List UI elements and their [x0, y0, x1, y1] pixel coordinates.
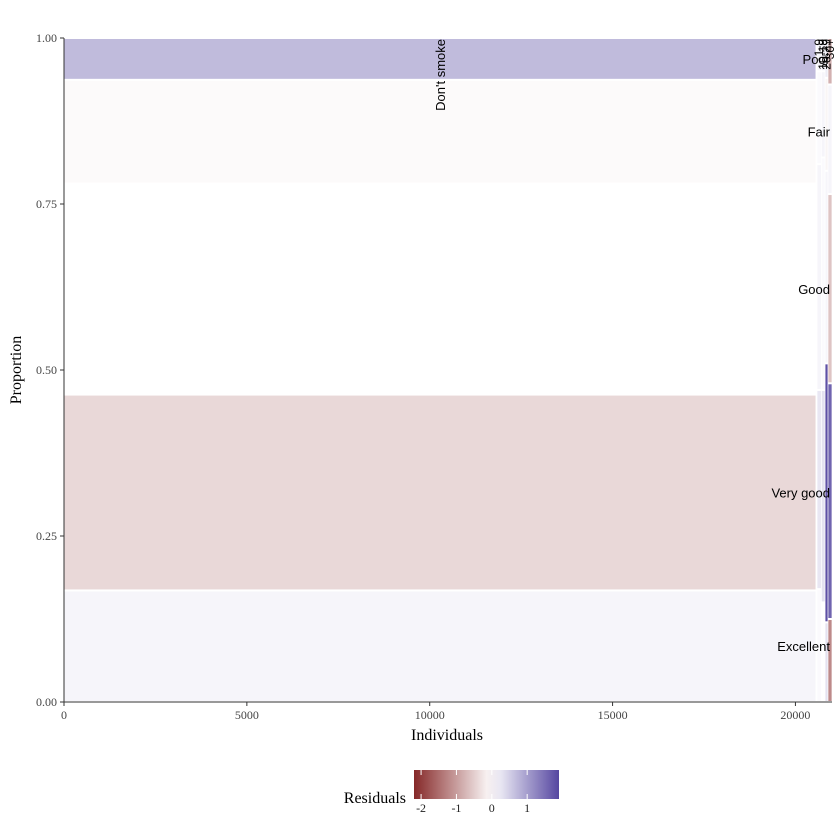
column-label: 1-9 [812, 39, 826, 57]
x-tick-label: 15000 [598, 708, 628, 722]
mosaic-cell-very-good [64, 395, 816, 590]
mosaic-cell-good [817, 165, 822, 389]
column-label: 30+ [823, 39, 837, 59]
legend-colorbar [414, 770, 559, 799]
x-tick-label: 0 [61, 708, 67, 722]
mosaic-cell-fair [828, 85, 832, 194]
column-label: 20-29 [820, 39, 834, 70]
legend-title: Residuals [344, 790, 406, 807]
legend-tick-label: 1 [524, 801, 530, 815]
mosaic-cell-poor [828, 39, 832, 84]
mosaic-cell-good [64, 184, 816, 394]
mosaic-cell-excellent [825, 623, 828, 701]
mosaic-cell-good [821, 158, 825, 389]
legend-tick-label: -1 [451, 801, 461, 815]
legend-tick-label: 0 [489, 801, 495, 815]
mosaic-cell-excellent [64, 591, 816, 701]
mosaic-cell-fair [64, 80, 816, 183]
mosaic-cell-poor [64, 39, 816, 79]
x-ticks: 0 5000 10000 15000 20000 [61, 702, 810, 722]
mosaic-cell-very-good [817, 390, 822, 589]
mosaic-cell-poor [821, 39, 825, 71]
legend-ticks: -2 -1 0 1 [416, 770, 530, 815]
mosaic-cell-excellent [817, 590, 822, 701]
row-label: Excellent [777, 639, 830, 654]
mosaic-cell-poor [825, 39, 828, 77]
row-label: Poor [803, 52, 831, 67]
row-label: Very good [771, 486, 830, 501]
mosaic-cell-excellent [821, 603, 825, 701]
y-tick-label: 0.25 [36, 529, 57, 543]
x-tick-label: 10000 [415, 708, 445, 722]
y-tick-label: 0.50 [36, 363, 57, 377]
mosaic-cell-fair [825, 78, 828, 170]
x-tick-label: 20000 [780, 708, 810, 722]
legend-tick-label: -2 [416, 801, 426, 815]
y-ticks: 0.00 0.25 0.50 0.75 1.00 [36, 31, 64, 709]
mosaic-cell-very-good [825, 364, 828, 622]
mosaic-cell-excellent [828, 620, 832, 701]
mosaic-cell-poor [817, 39, 822, 71]
legend: Residuals -2 -1 0 1 [344, 770, 559, 815]
mosaic-cell-fair [821, 72, 825, 157]
y-tick-label: 0.75 [36, 197, 57, 211]
column-label: Don't smoke [433, 39, 448, 111]
x-tick-label: 5000 [235, 708, 259, 722]
mosaic-cell-very-good [828, 384, 832, 618]
mosaic-cell-good [828, 195, 832, 383]
y-tick-label: 0.00 [36, 695, 57, 709]
mosaic-cell-good [825, 171, 828, 363]
y-axis-title: Proportion [8, 336, 25, 404]
column-label: 10-19 [816, 39, 830, 70]
mosaic-cell-very-good [821, 390, 825, 602]
row-label: Good [798, 282, 830, 297]
y-tick-label: 1.00 [36, 31, 57, 45]
mosaic-cells [64, 39, 832, 701]
row-label: Fair [808, 125, 831, 140]
x-axis-title: Individuals [411, 727, 483, 744]
mosaic-cell-fair [817, 72, 822, 164]
